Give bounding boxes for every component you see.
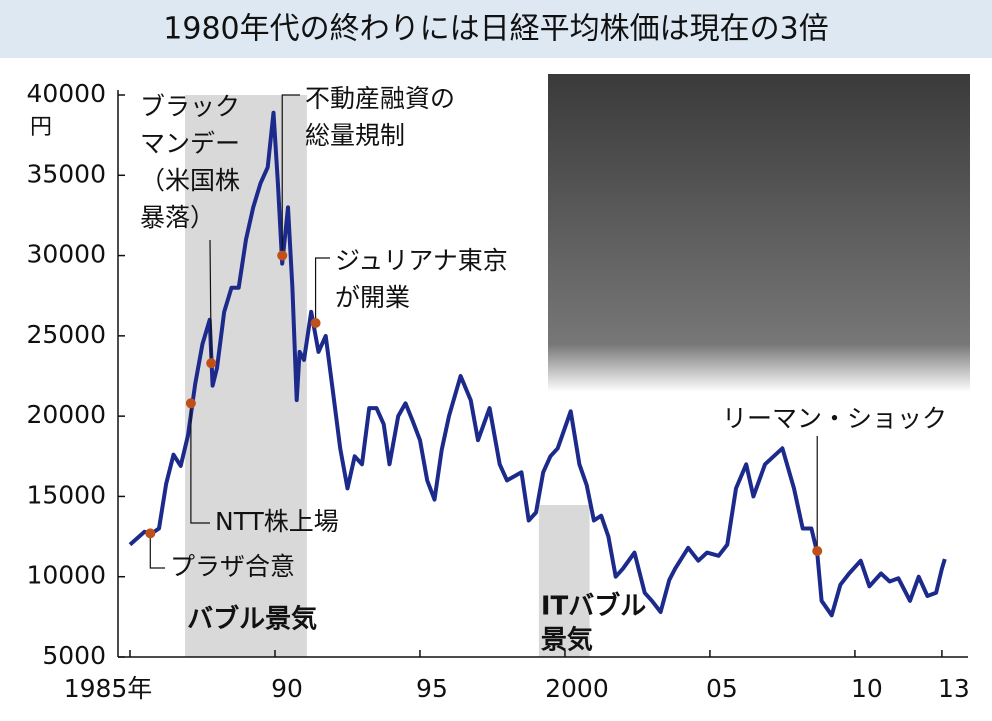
period-shade [185,95,307,657]
photo [548,74,970,392]
event-label: リーマン・ショック [722,404,947,433]
y-tick-label: 25000 [26,320,106,349]
event-label: プラザ合意 [170,552,295,581]
event-label: 総量規制 [305,121,405,150]
event-label: マンデー [140,129,240,158]
leader-line [281,94,300,256]
event-label: NTT株上場 [215,507,339,536]
event-dot [206,358,217,369]
y-tick-label: 15000 [26,480,106,509]
event-dot [145,528,156,539]
chart-title: 1980年代の終わりには日経平均株価は現在の3倍 [163,12,828,47]
leader-line [149,533,165,569]
event-label: が開業 [335,283,410,312]
period-shade [538,505,590,657]
y-tick-label: 20000 [26,400,106,429]
x-tick-label: 05 [706,674,738,703]
x-tick-label: 1985年 [64,674,153,703]
event-label: （米国株 [140,166,240,195]
event-label: ブラック [140,92,240,121]
x-tick-label: 10 [851,674,883,703]
x-tick-label: 2000 [545,674,609,703]
price-line [128,110,947,618]
event-label: 不動産融資の [305,84,455,113]
y-tick-label: 5000 [42,641,106,670]
event-dot [310,318,321,329]
y-tick-label: 30000 [26,240,106,269]
period-label: バブル景気 [187,604,317,635]
y-unit: 円 [30,115,52,140]
y-tick-label: 10000 [26,561,106,590]
event-dot [277,250,288,261]
x-tick-label: 90 [271,674,303,703]
title-bar [0,0,992,58]
event-dot [812,546,823,557]
period-label: 景気 [541,625,593,656]
event-label: 暴落） [140,203,215,232]
period-label: ITバブル [541,591,646,622]
event-label: ジュリアナ東京 [335,246,508,275]
y-tick-label: 40000 [26,79,106,108]
leader-line [190,403,210,524]
leader-line [314,257,330,324]
event-dot [185,398,196,409]
x-tick-label: 13 [938,674,970,703]
x-tick-label: 95 [416,674,448,703]
y-tick-label: 35000 [26,159,106,188]
leader-line [209,239,212,364]
